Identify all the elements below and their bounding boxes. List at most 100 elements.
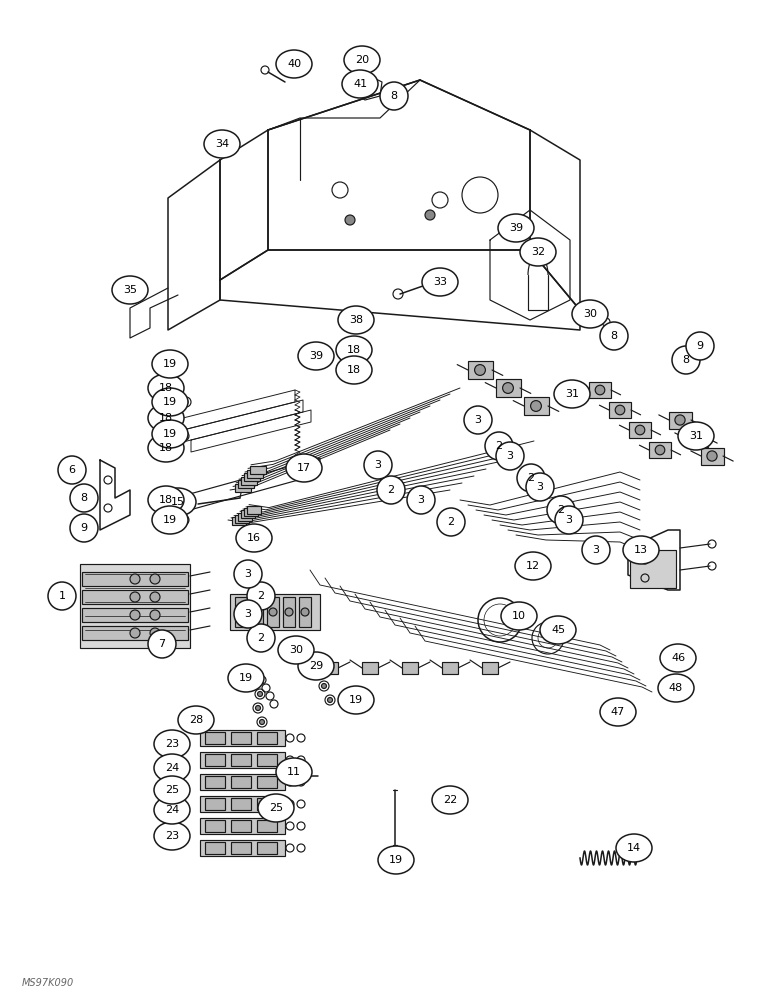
Bar	[230, 594, 320, 630]
Ellipse shape	[623, 536, 659, 564]
Ellipse shape	[338, 306, 374, 334]
Text: 8: 8	[80, 493, 87, 503]
Ellipse shape	[336, 356, 372, 384]
Bar	[82, 608, 188, 622]
Circle shape	[635, 425, 645, 435]
Ellipse shape	[148, 486, 184, 514]
Bar	[468, 361, 493, 379]
Ellipse shape	[70, 514, 98, 542]
Bar	[701, 448, 724, 465]
Ellipse shape	[422, 268, 458, 296]
Text: 41: 41	[353, 79, 367, 89]
Ellipse shape	[380, 82, 408, 110]
Bar	[231, 820, 251, 832]
Text: 45: 45	[551, 625, 565, 635]
Text: 18: 18	[159, 443, 173, 453]
Bar	[232, 517, 246, 525]
Bar	[231, 732, 251, 744]
Text: 2: 2	[527, 473, 534, 483]
Circle shape	[150, 610, 160, 620]
Circle shape	[182, 518, 186, 522]
Bar	[205, 754, 225, 766]
Ellipse shape	[498, 214, 534, 242]
Circle shape	[130, 592, 140, 602]
Ellipse shape	[286, 454, 322, 482]
Bar	[362, 662, 378, 674]
Text: 9: 9	[696, 341, 703, 351]
Circle shape	[256, 706, 260, 710]
Circle shape	[150, 574, 160, 584]
Circle shape	[366, 698, 370, 702]
Circle shape	[130, 574, 140, 584]
Bar	[257, 776, 277, 788]
Bar	[231, 842, 251, 854]
Bar	[82, 590, 188, 604]
Text: 3: 3	[418, 495, 425, 505]
Ellipse shape	[154, 754, 190, 782]
Ellipse shape	[204, 130, 240, 158]
Circle shape	[530, 401, 541, 411]
Text: 38: 38	[349, 315, 363, 325]
Text: 23: 23	[165, 831, 179, 841]
Ellipse shape	[501, 602, 537, 630]
Ellipse shape	[276, 758, 312, 786]
Bar	[200, 840, 285, 856]
Text: 19: 19	[163, 515, 177, 525]
Circle shape	[259, 720, 265, 724]
Ellipse shape	[160, 488, 196, 516]
Circle shape	[317, 670, 323, 674]
Bar	[241, 510, 255, 518]
Bar	[231, 776, 251, 788]
Circle shape	[130, 610, 140, 620]
Ellipse shape	[276, 50, 312, 78]
Bar	[630, 550, 676, 588]
Bar	[257, 842, 277, 854]
Bar	[82, 572, 188, 586]
Text: 2: 2	[448, 517, 455, 527]
Ellipse shape	[660, 644, 696, 672]
Ellipse shape	[228, 664, 264, 692]
Ellipse shape	[686, 332, 714, 360]
Text: 31: 31	[689, 431, 703, 441]
Bar	[205, 732, 225, 744]
Ellipse shape	[600, 322, 628, 350]
Ellipse shape	[432, 786, 468, 814]
Text: 9: 9	[80, 523, 87, 533]
Circle shape	[402, 858, 406, 862]
Text: 3: 3	[566, 515, 573, 525]
Bar	[322, 662, 338, 674]
Text: 32: 32	[531, 247, 545, 257]
Bar	[200, 818, 285, 834]
Text: 35: 35	[123, 285, 137, 295]
Text: 19: 19	[163, 397, 177, 407]
Text: 29: 29	[309, 661, 323, 671]
Text: 3: 3	[475, 415, 482, 425]
Ellipse shape	[58, 456, 86, 484]
Ellipse shape	[540, 616, 576, 644]
Bar	[235, 484, 251, 492]
Ellipse shape	[658, 674, 694, 702]
Text: 2: 2	[257, 591, 265, 601]
Bar	[200, 752, 285, 768]
Text: 46: 46	[671, 653, 685, 663]
Text: 12: 12	[526, 561, 540, 571]
Ellipse shape	[148, 630, 176, 658]
Bar	[200, 796, 285, 812]
Ellipse shape	[526, 473, 554, 501]
Text: 23: 23	[165, 739, 179, 749]
Text: 13: 13	[634, 545, 648, 555]
Bar	[244, 473, 260, 481]
Bar	[482, 662, 498, 674]
Text: 18: 18	[159, 383, 173, 393]
Circle shape	[253, 608, 261, 616]
Text: 2: 2	[257, 633, 265, 643]
Circle shape	[285, 608, 293, 616]
Text: 20: 20	[355, 55, 369, 65]
Circle shape	[503, 383, 513, 393]
Bar	[247, 506, 261, 514]
Bar	[82, 626, 188, 640]
Bar	[235, 597, 247, 627]
Text: 10: 10	[512, 611, 526, 621]
Ellipse shape	[298, 342, 334, 370]
Ellipse shape	[515, 552, 551, 580]
